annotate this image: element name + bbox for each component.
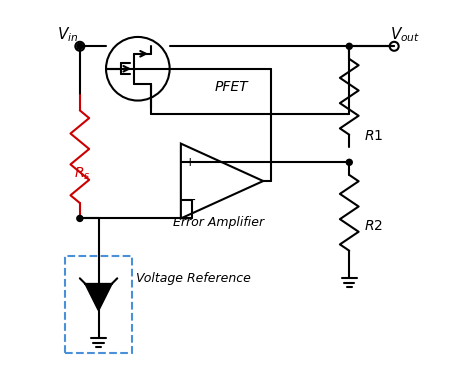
Text: +: + — [185, 156, 196, 169]
Text: Error Amplifier: Error Amplifier — [173, 216, 264, 229]
Circle shape — [77, 43, 83, 49]
Text: $-$: $-$ — [185, 193, 196, 206]
Text: $R2$: $R2$ — [364, 219, 383, 233]
Circle shape — [346, 159, 352, 165]
Text: $V_{in}$: $V_{in}$ — [57, 26, 79, 44]
Text: $V_{out}$: $V_{out}$ — [391, 26, 420, 44]
Text: $R_s$: $R_s$ — [74, 166, 91, 182]
Text: PFET: PFET — [215, 80, 248, 95]
Polygon shape — [85, 284, 112, 310]
Text: $R1$: $R1$ — [364, 129, 383, 143]
Circle shape — [77, 215, 83, 221]
Text: Voltage Reference: Voltage Reference — [136, 272, 251, 285]
Circle shape — [346, 43, 352, 49]
